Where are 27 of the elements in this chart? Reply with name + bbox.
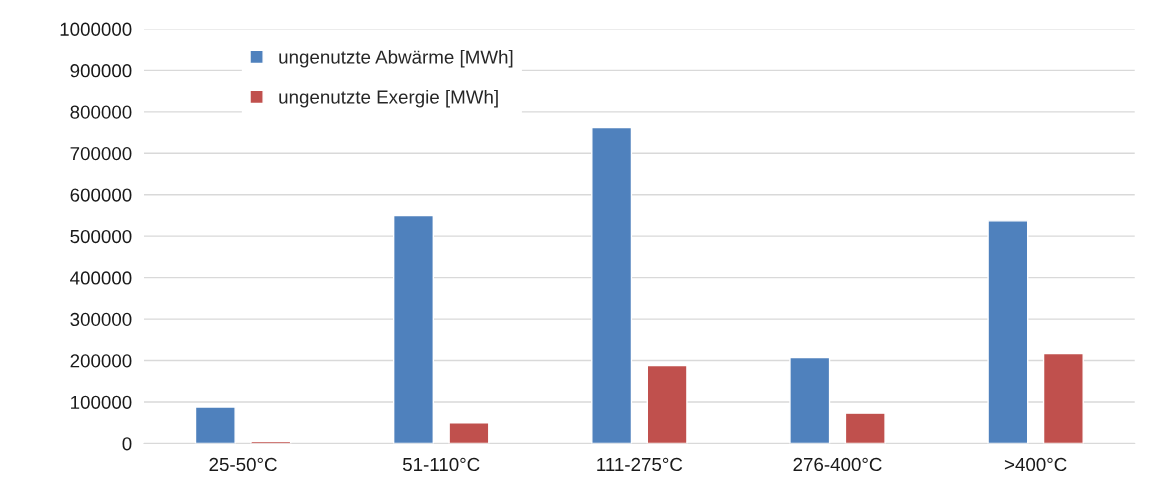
legend-label: ungenutzte Exergie [MWh] xyxy=(279,89,498,108)
y-tick-label: 900000 xyxy=(70,64,132,78)
x-tick-label: 51-110°C xyxy=(402,457,480,472)
y-tick-label: 100000 xyxy=(71,395,132,409)
y-tick-label: 600000 xyxy=(70,188,132,202)
y-tick-label: 800000 xyxy=(70,105,132,119)
x-tick-label: >400°C xyxy=(1004,457,1067,472)
x-tick-label: 276-400°C xyxy=(793,457,882,472)
bar xyxy=(987,220,1029,444)
y-tick-label: 1000000 xyxy=(60,22,132,36)
bar xyxy=(591,126,633,444)
bar xyxy=(1042,352,1084,444)
y-tick-label: 700000 xyxy=(70,146,132,161)
y-tick-label: 500000 xyxy=(70,229,132,244)
x-tick-label: 111-275°C xyxy=(597,457,683,472)
y-tick-label: 200000 xyxy=(70,354,132,368)
y-tick-label: 0 xyxy=(122,437,132,451)
bar xyxy=(844,412,886,444)
bar xyxy=(646,364,688,444)
x-tick-label: 25-50°C xyxy=(209,457,277,472)
bar xyxy=(194,406,236,444)
bar xyxy=(392,214,434,444)
y-tick-label: 400000 xyxy=(70,271,132,285)
bar xyxy=(789,356,831,444)
legend-label: ungenutzte Abwärme [MWh] xyxy=(279,49,513,68)
bar xyxy=(448,422,490,444)
y-tick-label: 300000 xyxy=(70,312,132,327)
